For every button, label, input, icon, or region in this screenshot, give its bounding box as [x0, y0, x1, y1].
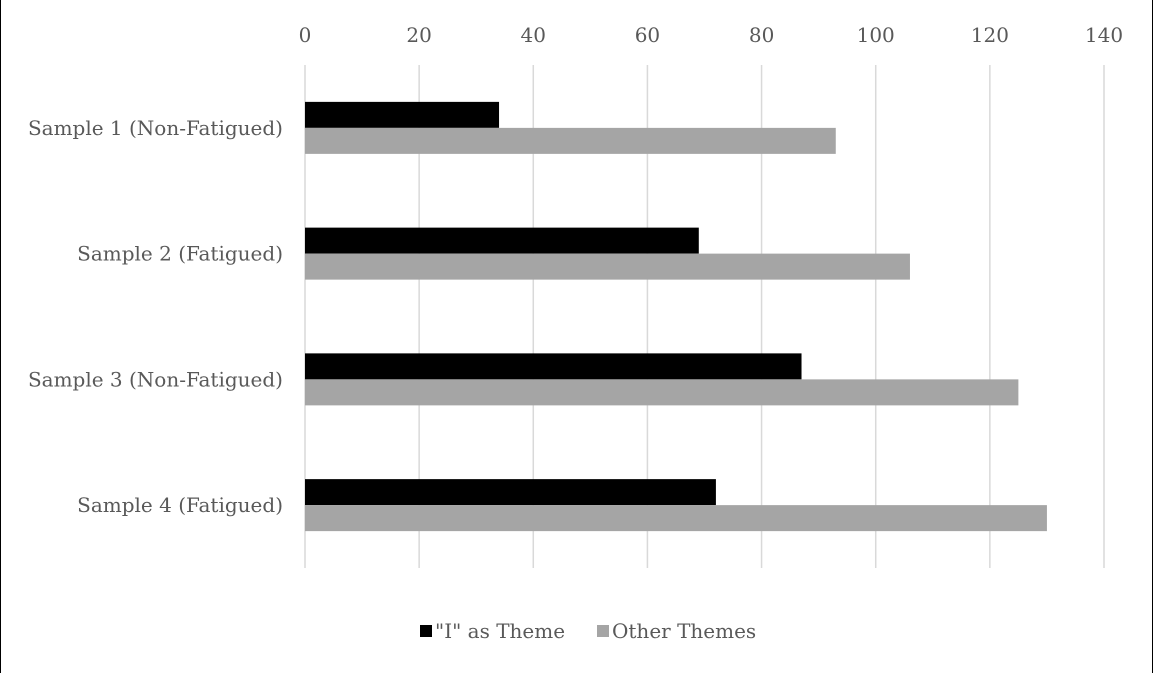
legend-swatch: [420, 625, 432, 637]
bar-other-themes: [305, 127, 836, 154]
x-tick-label: 100: [857, 23, 895, 47]
legend-label: Other Themes: [612, 619, 756, 643]
x-tick-label: 40: [521, 23, 546, 47]
x-tick-label: 120: [971, 23, 1009, 47]
x-axis-tick-labels: 0 20 40 60 80 100 120 140: [299, 23, 1123, 47]
bars: [305, 101, 1047, 532]
x-tick-label: 140: [1085, 23, 1123, 47]
x-tick-label: 0: [299, 23, 312, 47]
category-labels: Sample 1 (Non-Fatigued) Sample 2 (Fatigue…: [28, 116, 283, 517]
category-label: Sample 3 (Non-Fatigued): [28, 367, 283, 391]
bar-other-themes: [305, 253, 910, 280]
category-label: Sample 2 (Fatigued): [77, 242, 283, 266]
bar-i-as-theme: [305, 479, 716, 506]
legend-swatch: [597, 625, 609, 637]
bar-i-as-theme: [305, 101, 500, 128]
legend-label: "I" as Theme: [435, 619, 565, 643]
x-tick-label: 80: [749, 23, 774, 47]
category-label: Sample 4 (Fatigued): [77, 493, 283, 517]
bar-other-themes: [305, 379, 1019, 406]
bar-i-as-theme: [305, 227, 699, 254]
x-tick-label: 60: [635, 23, 660, 47]
category-label: Sample 1 (Non-Fatigued): [28, 116, 283, 140]
bar-i-as-theme: [305, 353, 802, 380]
bar-other-themes: [305, 505, 1047, 532]
x-tick-label: 20: [406, 23, 431, 47]
legend: "I" as Theme Other Themes: [420, 619, 756, 643]
